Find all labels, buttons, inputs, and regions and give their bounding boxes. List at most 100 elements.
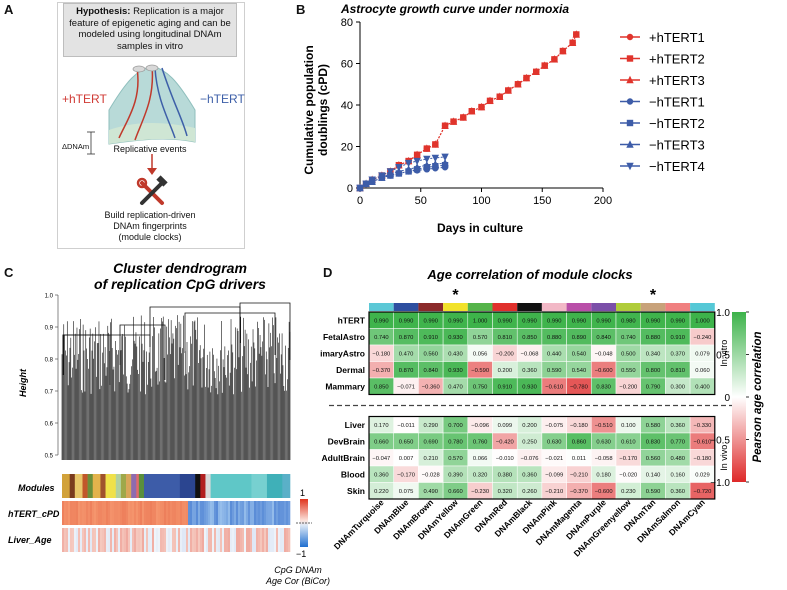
heatmap-cell-value: −0.096 [471,423,489,429]
tools-icon [136,175,168,205]
htert-cpd-cell [288,501,291,525]
htert-cpd-cell [106,501,109,525]
data-point [441,153,449,162]
module-color-segment [74,474,83,498]
heatmap-cell-value: 0.580 [646,423,661,429]
htert-cpd-cell [198,501,201,525]
liver-age-cell [116,528,119,552]
heatmap-cell-value: −0.230 [471,489,489,495]
module-color-segment [100,474,106,498]
heatmap-cell-value: 0.480 [670,456,685,462]
module-color-segment [62,474,70,498]
module-color-tab [566,303,592,311]
data-point [404,165,413,173]
x-axis-label: Days in culture [437,221,523,235]
data-point [423,144,431,152]
heatmap-row-label: DevBrain [328,436,365,446]
data-point [522,73,531,82]
heatmap-cell-value: 0.590 [547,368,562,374]
heatmap-cell-value: 0.770 [670,440,685,446]
htert-cpd-cell [140,501,143,525]
htert-cpd-cell [266,501,269,525]
htert-cpd-cell [236,501,239,525]
heatmap-cell-value: −0.180 [570,423,588,429]
heatmap-cell-value: 0.160 [670,473,685,479]
in-vitro-border [368,311,716,396]
heatmap-cell-value: 0.170 [374,423,389,429]
module-color-segment [251,474,268,498]
heatmap-cell-value: 0.260 [522,489,537,495]
module-color-segment [92,474,101,498]
data-point [423,155,431,164]
htert-cpd-cell [152,501,155,525]
group-label-in-vitro: In vitro [719,340,729,367]
liver-age-cell [202,528,205,552]
x-tick-label: 50 [415,195,427,207]
heatmap-cell-value: −0.200 [619,385,637,391]
module-color-segment [143,474,181,498]
htert-cpd-cell [88,501,91,525]
liver-age-cell [208,528,211,552]
htert-cpd-cell [78,501,81,525]
liver-age-cell [262,528,265,552]
liver-age-cell [248,528,251,552]
htert-cpd-cell [172,501,175,525]
htert-cpd-cell [116,501,119,525]
htert-cpd-cell [234,501,237,525]
heatmap-row-label: PrimaryAstro [320,348,365,358]
in-vivo-border [368,415,716,500]
liver-age-cell [124,528,127,552]
panel-d-letter: D [323,265,333,280]
liver-age-cell [242,528,245,552]
htert-cpd-cell [180,501,183,525]
liver-age-cell [272,528,275,552]
liver-age-cell [90,528,93,552]
heatmap-cell-value: 0.990 [547,319,562,325]
liver-age-cell [214,528,217,552]
htert-cpd-cell [144,501,147,525]
series-line [359,34,577,189]
heatmap-cell-value: 0.910 [498,385,513,391]
htert-cpd-cell [244,501,247,525]
dendrogram-title-line2: of replication CpG drivers [94,276,266,292]
dendro-y-tick-label: 1.0 [45,294,54,300]
liver-age-cell [218,528,221,552]
liver-age-cell [146,528,149,552]
heatmap-cell-value: −0.600 [595,368,613,374]
liver-age-cell [268,528,271,552]
htert-cpd-cell [84,501,87,525]
htert-cpd-cell [182,501,185,525]
heatmap-cell-value: −0.210 [545,489,563,495]
htert-cpd-cell [282,501,285,525]
data-point [496,92,504,100]
htert-cpd-cell [90,501,93,525]
data-point [441,158,449,167]
liver-age-cell [244,528,247,552]
data-point [532,67,540,75]
heatmap-cell-value: 0.320 [498,489,513,495]
htert-cpd-cell [194,501,197,525]
heatmap-cell-value: 0.099 [498,423,513,429]
liver-age-cell [220,528,223,552]
heatmap-cell-value: 0.930 [448,335,463,341]
heatmap-cell-value: 0.500 [621,352,636,358]
liver-age-cell [126,528,129,552]
heatmap-cell-value: 0.630 [547,440,562,446]
legend-marker [626,75,634,84]
replicative-events-label: Replicative events [113,144,187,154]
heatmap-cell-value: 0.430 [448,352,463,358]
heatmap-cell-value: −0.610 [693,440,711,446]
htert-cpd-cell [100,501,103,525]
legend-marker [626,140,634,148]
liver-age-cell [176,528,179,552]
module-color-tab [517,303,542,311]
colorbar-tick-label: −1.0 [710,478,730,489]
legend-label: +hTERT2 [649,52,705,67]
htert-cpd-cell [148,501,151,525]
liver-age-cell [114,528,117,552]
htert-cpd-cell [74,501,77,525]
heatmap-cell-value: 0.990 [522,319,537,325]
htert-cpd-cell [62,501,65,525]
liver-age-cell [170,528,173,552]
heatmap-cell-value: 0.570 [473,335,488,341]
